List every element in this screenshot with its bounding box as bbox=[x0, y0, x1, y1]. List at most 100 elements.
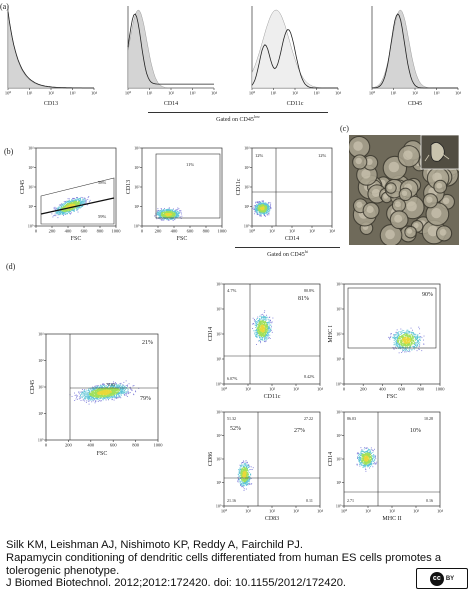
panel-b-plot-2-events-dot bbox=[156, 212, 158, 214]
panel-b-plot-3-events-dot bbox=[268, 205, 269, 207]
panel-d-main-events-dot bbox=[111, 384, 113, 386]
panel-b-plot-1-events-dot bbox=[79, 199, 81, 201]
panel-d-main-events-dot bbox=[95, 400, 97, 402]
histogram-4-x-ticklabel-4: 10⁴ bbox=[455, 91, 462, 96]
histogram-2-xlabel: CD14 bbox=[164, 101, 178, 107]
panel-d-main-events-dot bbox=[121, 384, 123, 386]
panel-b-plot-1-events-dot bbox=[67, 210, 69, 212]
panel-b-plot-1-events-dot bbox=[83, 200, 85, 202]
panel-d-main-events-dot bbox=[93, 392, 94, 394]
panel-d-main-events-dot bbox=[94, 400, 96, 402]
panel-d-main-events-dot bbox=[113, 399, 115, 401]
panel-d-main-events-dot bbox=[112, 392, 114, 394]
panel-d-main-events-dot bbox=[99, 395, 101, 396]
panel-b-plot-2-events-dot bbox=[175, 215, 177, 216]
panel-d-main-events-dot bbox=[99, 393, 101, 395]
panel-d-quad-1-events-dot bbox=[263, 340, 265, 342]
panel-b-plot-3-events-dot bbox=[263, 203, 265, 205]
panel-b-plot-1-events-dot bbox=[77, 208, 79, 210]
panel-d-quad-1-events-dot bbox=[258, 319, 260, 321]
panel-d-main-events-dot bbox=[104, 383, 105, 385]
panel-b-plot-1-events-dot bbox=[67, 205, 69, 207]
panel-d-quad-1-events-dot bbox=[263, 334, 265, 336]
panel-b-plot-1-events-dot bbox=[69, 204, 71, 206]
panel-b-plot-2-events-dot bbox=[172, 218, 174, 220]
panel-d-main-events-dot bbox=[93, 393, 95, 395]
micrograph-inset-dendrites bbox=[424, 152, 450, 162]
panel-d-main-events-dot bbox=[113, 386, 115, 388]
panel-d-main-events-dot bbox=[110, 392, 112, 394]
panel-d-quad-1-events-dot bbox=[259, 327, 261, 329]
panel-b-plot-1-events-dot bbox=[65, 205, 67, 207]
panel-d-main-events-dot bbox=[92, 396, 94, 398]
panel-d-quad-1-y-ticklabel-1: 10¹ bbox=[216, 357, 222, 362]
panel-b-plot-1-x-ticklabel-3: 600 bbox=[81, 229, 89, 234]
panel-b-plot-3-events-dot bbox=[255, 209, 257, 211]
panel-b-plot-1-events-dot bbox=[81, 201, 83, 203]
panel-d-quad-1-events-dot bbox=[257, 331, 259, 333]
panel-b-plot-2-events-dot bbox=[175, 213, 177, 215]
panel-b-plot-2-events-dot bbox=[181, 215, 183, 217]
panel-d-main-events-dot bbox=[102, 397, 104, 399]
panel-d-main-events-dot bbox=[104, 397, 106, 399]
panel-d-main-events-dot bbox=[120, 393, 122, 395]
panel-d-main-events-dot bbox=[81, 389, 83, 390]
panel-d-main-events-dot bbox=[110, 397, 112, 399]
panel-d-quad-1-events-dot bbox=[259, 330, 261, 332]
micrograph-cell-highlight bbox=[442, 197, 450, 205]
panel-b-plot-3-events-dot bbox=[261, 211, 263, 213]
panel-d-main-events-dot bbox=[80, 399, 82, 401]
panel-b-plot-3-events-dot bbox=[263, 211, 265, 213]
panel-d-main-events-dot bbox=[112, 394, 114, 396]
panel-b-plot-2-events-dot bbox=[162, 218, 164, 220]
panel-b-plot-1-events-dot bbox=[64, 209, 66, 211]
panel-d-main-events-dot bbox=[95, 392, 97, 394]
panel-d-main-events-dot bbox=[108, 388, 110, 390]
panel-b-plot-3-events-dot bbox=[255, 205, 257, 207]
panel-b-plot-1-events-dot bbox=[78, 198, 80, 200]
panel-b-plot-1-events-dot bbox=[73, 203, 75, 205]
panel-b-plot-1-events-dot bbox=[66, 204, 68, 206]
panel-d-quad-1-events-dot bbox=[260, 339, 262, 341]
panel-b-plot-1-events-dot bbox=[65, 209, 67, 211]
panel-d-main-events-dot bbox=[104, 396, 106, 398]
panel-b-plot-2-events-dot bbox=[161, 211, 163, 213]
panel-d-main-events-dot bbox=[120, 389, 122, 390]
panel-d-main-events-dot bbox=[116, 394, 118, 396]
panel-d-main-events-dot bbox=[108, 390, 109, 392]
panel-d-quad-1-events-dot bbox=[265, 327, 267, 329]
panel-d-main-events-dot bbox=[96, 385, 98, 387]
panel-b-plot-3-events-dot bbox=[267, 204, 269, 205]
panel-d-quad-1-events-dot bbox=[262, 338, 263, 340]
panel-b-plot-1-events-dot bbox=[72, 198, 74, 200]
panel-b-plot-2-events-dot bbox=[165, 213, 167, 215]
panel-d-main-events-dot bbox=[78, 398, 80, 400]
panel-d-main-events-dot bbox=[92, 390, 93, 392]
panel-b-plot-3-y-ticklabel-0: 10⁰ bbox=[244, 224, 250, 229]
panel-d-quad-2-y-ticklabel-2: 10² bbox=[336, 332, 342, 337]
panel-d-quad-1-events-dot bbox=[266, 334, 268, 336]
panel-d-main-events-dot bbox=[113, 392, 115, 394]
panel-b-plot-2-events-dot bbox=[161, 217, 163, 219]
panel-b-plot-3-events-dot bbox=[255, 206, 256, 207]
panel-b-plot-2-y-ticklabel-4: 10⁴ bbox=[134, 146, 140, 151]
panel-b-plot-1-events-dot bbox=[76, 202, 78, 204]
panel-d-main-events-dot bbox=[112, 385, 114, 387]
panel-b-plot-2-events-dot bbox=[176, 215, 178, 217]
panel-b-plot-3-x-ticklabel-2: 10² bbox=[289, 229, 296, 234]
panel-d-main-events-dot bbox=[100, 388, 102, 390]
panel-d-quad-1-events-dot bbox=[257, 325, 259, 327]
panel-d-main-events-dot bbox=[97, 388, 99, 390]
panel-b-plot-2-events-dot bbox=[166, 218, 168, 220]
panel-b-plot-1-events-dot bbox=[57, 214, 59, 216]
panel-b-plot-1-events-dot bbox=[61, 211, 63, 213]
panel-b-plot-1-events-dot bbox=[69, 205, 71, 207]
panel-d-main-events-dot bbox=[121, 390, 123, 392]
panel-d-main-events-dot bbox=[110, 384, 112, 386]
panel-b-plot-3-events-dot bbox=[265, 210, 267, 212]
panel-b-plot-1-events-dot bbox=[73, 198, 75, 200]
panel-d-quad-1-events-dot bbox=[259, 320, 261, 322]
panel-d-main-events-dot bbox=[122, 388, 124, 390]
panel-d-main-events-dot bbox=[108, 388, 110, 390]
panel-d-quad-1-events-dot bbox=[265, 329, 267, 331]
